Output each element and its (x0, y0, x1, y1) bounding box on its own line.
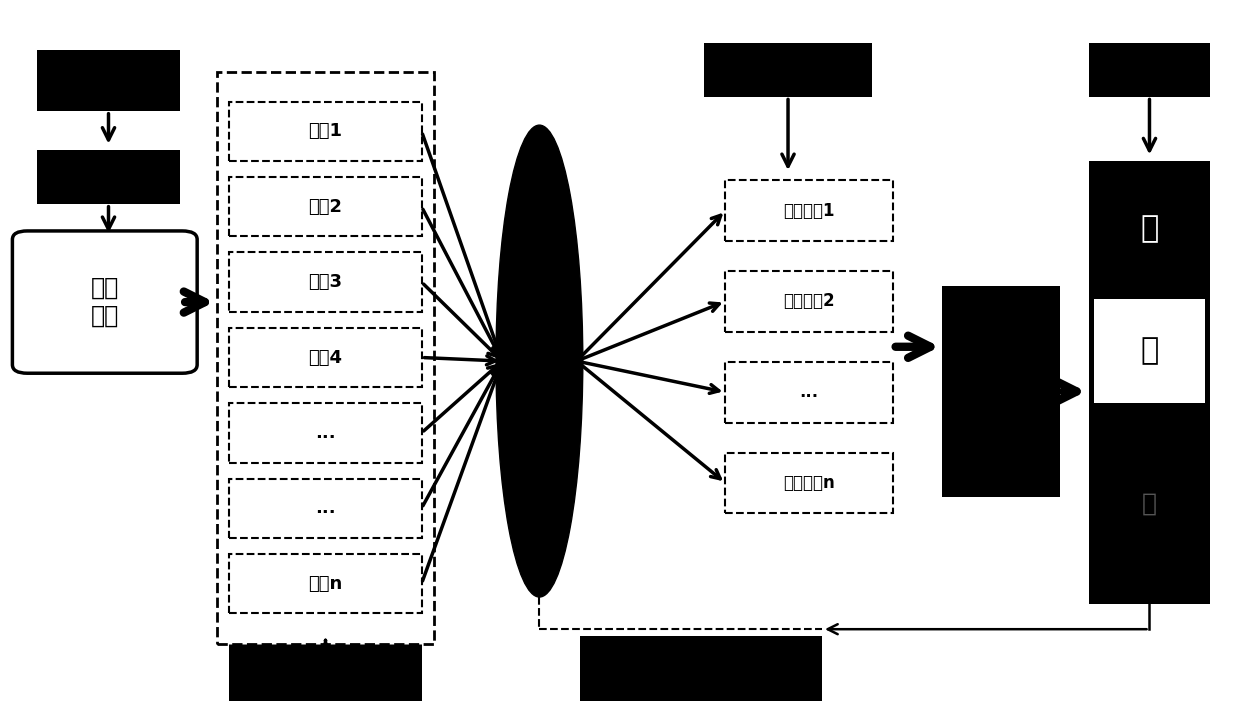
Bar (1089, 161, 1210, 297)
FancyBboxPatch shape (12, 231, 197, 373)
Text: ...: ... (315, 499, 336, 517)
Text: 群落
数据: 群落 数据 (91, 276, 119, 328)
Text: 参数1: 参数1 (309, 122, 342, 140)
Text: 差: 差 (1142, 491, 1157, 516)
Bar (580, 636, 822, 701)
Bar (229, 636, 422, 701)
Ellipse shape (496, 125, 583, 597)
Text: 优: 优 (1141, 214, 1158, 243)
Bar (217, 72, 434, 644)
Text: 核心参数1: 核心参数1 (784, 202, 835, 220)
Text: 核心参数n: 核心参数n (784, 474, 835, 492)
Text: 参数4: 参数4 (309, 348, 342, 367)
Text: 参数n: 参数n (309, 575, 342, 593)
Bar (229, 177, 422, 237)
Text: 中: 中 (1141, 336, 1158, 365)
Bar (942, 286, 1060, 497)
Bar (1094, 299, 1205, 403)
Bar (1089, 43, 1210, 97)
Bar (704, 43, 872, 97)
Text: 参数2: 参数2 (309, 198, 342, 216)
Text: ...: ... (315, 424, 336, 442)
Bar (37, 150, 180, 204)
Bar (1089, 161, 1210, 604)
Bar (229, 478, 422, 538)
Text: 参数3: 参数3 (309, 273, 342, 291)
Bar (229, 554, 422, 613)
Bar (725, 362, 893, 423)
Text: 核心参数2: 核心参数2 (784, 292, 835, 310)
Bar (1089, 403, 1210, 597)
Text: ...: ... (800, 383, 818, 401)
Bar (229, 327, 422, 388)
Bar (229, 102, 422, 161)
Bar (37, 50, 180, 111)
Bar (229, 252, 422, 312)
Bar (725, 453, 893, 513)
Bar (725, 180, 893, 241)
Bar (229, 403, 422, 463)
Bar (725, 271, 893, 332)
